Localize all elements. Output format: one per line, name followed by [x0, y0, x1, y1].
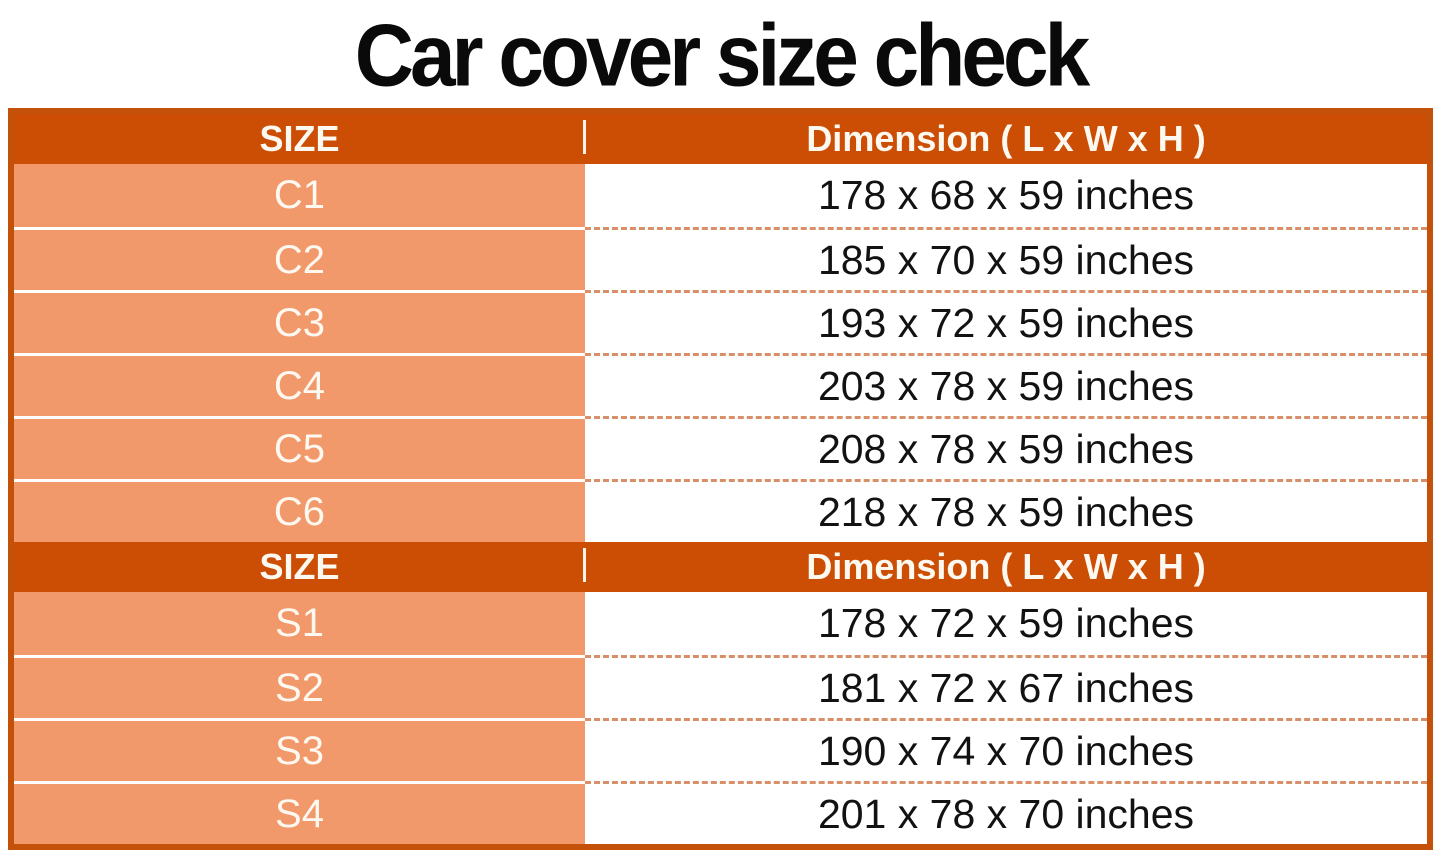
size-label: C6	[273, 489, 326, 534]
dimension-cell: 181 x 72 x 67 inches	[585, 655, 1427, 718]
table-header-row: SIZE Dimension ( L x W x H )	[14, 542, 1427, 592]
dimension-cell: 201 x 78 x 70 inches	[585, 781, 1427, 844]
size-cell: S4	[14, 781, 585, 844]
size-cell: S3	[14, 718, 585, 781]
size-label: S1	[275, 601, 324, 645]
dimension-cell: 185 x 70 x 59 inches	[585, 227, 1427, 290]
dimension-value: 218 x 78 x 59 inches	[817, 488, 1195, 535]
dimension-value: 193 x 72 x 59 inches	[817, 299, 1195, 346]
dimension-header-label: Dimension ( L x W x H )	[806, 546, 1206, 587]
dimension-column-header: Dimension ( L x W x H )	[583, 114, 1427, 164]
size-column-header: SIZE	[14, 114, 585, 164]
dimension-value: 181 x 72 x 67 inches	[817, 664, 1195, 711]
size-label: C2	[273, 237, 326, 282]
dimension-value: 178 x 68 x 59 inches	[817, 172, 1195, 218]
size-cell: C2	[14, 227, 585, 290]
table-row: C3 193 x 72 x 59 inches	[14, 290, 1427, 353]
dimension-cell: 218 x 78 x 59 inches	[585, 479, 1427, 542]
size-cell: C1	[14, 164, 585, 227]
size-label: S3	[275, 728, 324, 773]
size-header-label: SIZE	[259, 118, 340, 159]
size-header-label: SIZE	[259, 546, 340, 587]
table-row: S4 201 x 78 x 70 inches	[14, 781, 1427, 844]
size-label: C3	[273, 300, 326, 345]
column-divider-line	[583, 548, 586, 582]
size-label: S2	[275, 665, 324, 710]
table-row: S2 181 x 72 x 67 inches	[14, 655, 1427, 718]
table-row: C1 178 x 68 x 59 inches	[14, 164, 1427, 227]
dimension-value: 201 x 78 x 70 inches	[817, 790, 1195, 837]
dimension-value: 203 x 78 x 59 inches	[817, 362, 1195, 409]
size-cell: C6	[14, 479, 585, 542]
table-row: C5 208 x 78 x 59 inches	[14, 416, 1427, 479]
page-title: Car cover size check	[354, 6, 1090, 105]
dimension-value: 178 x 72 x 59 inches	[817, 600, 1195, 646]
dimension-column-header: Dimension ( L x W x H )	[583, 542, 1427, 592]
size-cell: S2	[14, 655, 585, 718]
dimension-header-label: Dimension ( L x W x H )	[806, 118, 1206, 159]
size-label: S4	[275, 791, 324, 836]
table-row: S3 190 x 74 x 70 inches	[14, 718, 1427, 781]
dimension-value: 185 x 70 x 59 inches	[817, 236, 1195, 283]
size-cell: C3	[14, 290, 585, 353]
dimension-cell: 190 x 74 x 70 inches	[585, 718, 1427, 781]
dimension-cell: 208 x 78 x 59 inches	[585, 416, 1427, 479]
dimension-value: 190 x 74 x 70 inches	[817, 727, 1195, 774]
size-label: C1	[273, 173, 326, 217]
table-row: C2 185 x 70 x 59 inches	[14, 227, 1427, 290]
dimension-cell: 178 x 68 x 59 inches	[585, 164, 1427, 227]
size-cell: S1	[14, 592, 585, 655]
size-label: C5	[273, 426, 326, 471]
size-column-header: SIZE	[14, 542, 585, 592]
table-row: S1 178 x 72 x 59 inches	[14, 592, 1427, 655]
dimension-cell: 203 x 78 x 59 inches	[585, 353, 1427, 416]
table-row: C4 203 x 78 x 59 inches	[14, 353, 1427, 416]
size-table: SIZE Dimension ( L x W x H ) C1 178 x 68…	[8, 108, 1433, 850]
size-cell: C4	[14, 353, 585, 416]
column-divider-line	[583, 120, 586, 154]
table-header-row: SIZE Dimension ( L x W x H )	[14, 114, 1427, 164]
size-cell: C5	[14, 416, 585, 479]
dimension-value: 208 x 78 x 59 inches	[817, 425, 1195, 472]
dimension-cell: 193 x 72 x 59 inches	[585, 290, 1427, 353]
dimension-cell: 178 x 72 x 59 inches	[585, 592, 1427, 655]
table-row: C6 218 x 78 x 59 inches	[14, 479, 1427, 542]
size-label: C4	[273, 363, 326, 408]
